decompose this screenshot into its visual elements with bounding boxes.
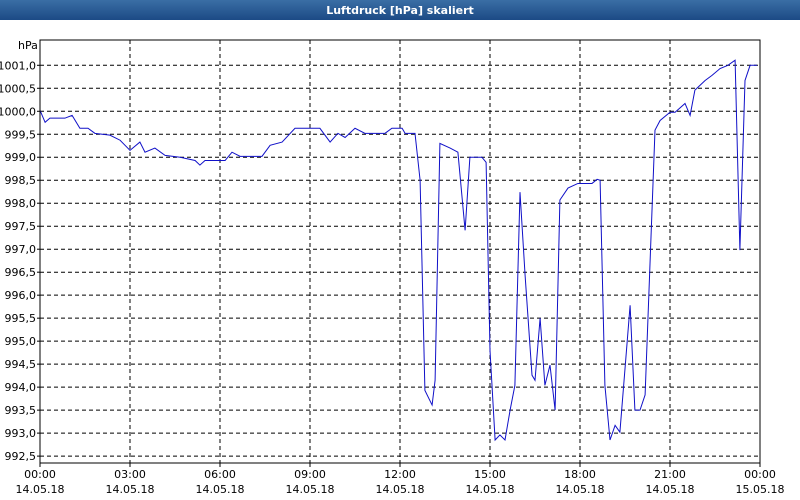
x-tick-label: 12:00 bbox=[384, 468, 416, 481]
x-tick-label: 03:00 bbox=[114, 468, 146, 481]
x-tick-date: 14.05.18 bbox=[556, 483, 605, 496]
y-tick-label: 996,0 bbox=[5, 289, 37, 302]
x-tick-label: 06:00 bbox=[204, 468, 236, 481]
x-tick-date: 14.05.18 bbox=[466, 483, 515, 496]
x-tick-label: 00:00 bbox=[744, 468, 776, 481]
y-tick-label: 999,5 bbox=[5, 128, 37, 141]
y-tick-label: 1000,0 bbox=[0, 105, 36, 118]
x-tick-date: 15.05.18 bbox=[736, 483, 785, 496]
y-tick-label: 995,0 bbox=[5, 335, 37, 348]
data-line bbox=[39, 59, 757, 442]
y-tick-label: 992,5 bbox=[5, 450, 37, 463]
y-tick-label: 993,5 bbox=[5, 404, 37, 417]
x-tick-date: 14.05.18 bbox=[376, 483, 425, 496]
y-tick-label: 993,0 bbox=[5, 427, 37, 440]
x-tick-label: 21:00 bbox=[654, 468, 686, 481]
y-tick-label: 998,5 bbox=[5, 174, 37, 187]
y-tick-label: 998,0 bbox=[5, 197, 37, 210]
y-tick-label: 997,0 bbox=[5, 243, 37, 256]
y-tick-label: 994,5 bbox=[5, 358, 37, 371]
x-tick-date: 14.05.18 bbox=[106, 483, 155, 496]
x-tick-label: 00:00 bbox=[24, 468, 56, 481]
chart-title: Luftdruck [hPa] skaliert bbox=[326, 4, 474, 17]
x-tick-label: 15:00 bbox=[474, 468, 506, 481]
y-tick-label: 994,0 bbox=[5, 381, 37, 394]
y-tick-label: 999,0 bbox=[5, 151, 37, 164]
x-tick-label: 18:00 bbox=[564, 468, 596, 481]
y-tick-label: 995,5 bbox=[5, 312, 37, 325]
x-tick-date: 14.05.18 bbox=[16, 483, 65, 496]
y-tick-label: 1000,5 bbox=[0, 82, 36, 95]
plot-border bbox=[39, 39, 761, 464]
x-tick-date: 14.05.18 bbox=[196, 483, 245, 496]
y-tick-label: 996,5 bbox=[5, 266, 37, 279]
x-tick-date: 14.05.18 bbox=[646, 483, 695, 496]
title-bar bbox=[0, 0, 800, 20]
y-tick-label: 997,5 bbox=[5, 220, 37, 233]
y-tick-label: 1001,0 bbox=[0, 59, 36, 72]
y-axis-label: hPa bbox=[18, 39, 38, 52]
x-tick-label: 09:00 bbox=[294, 468, 326, 481]
x-tick-date: 14.05.18 bbox=[286, 483, 335, 496]
